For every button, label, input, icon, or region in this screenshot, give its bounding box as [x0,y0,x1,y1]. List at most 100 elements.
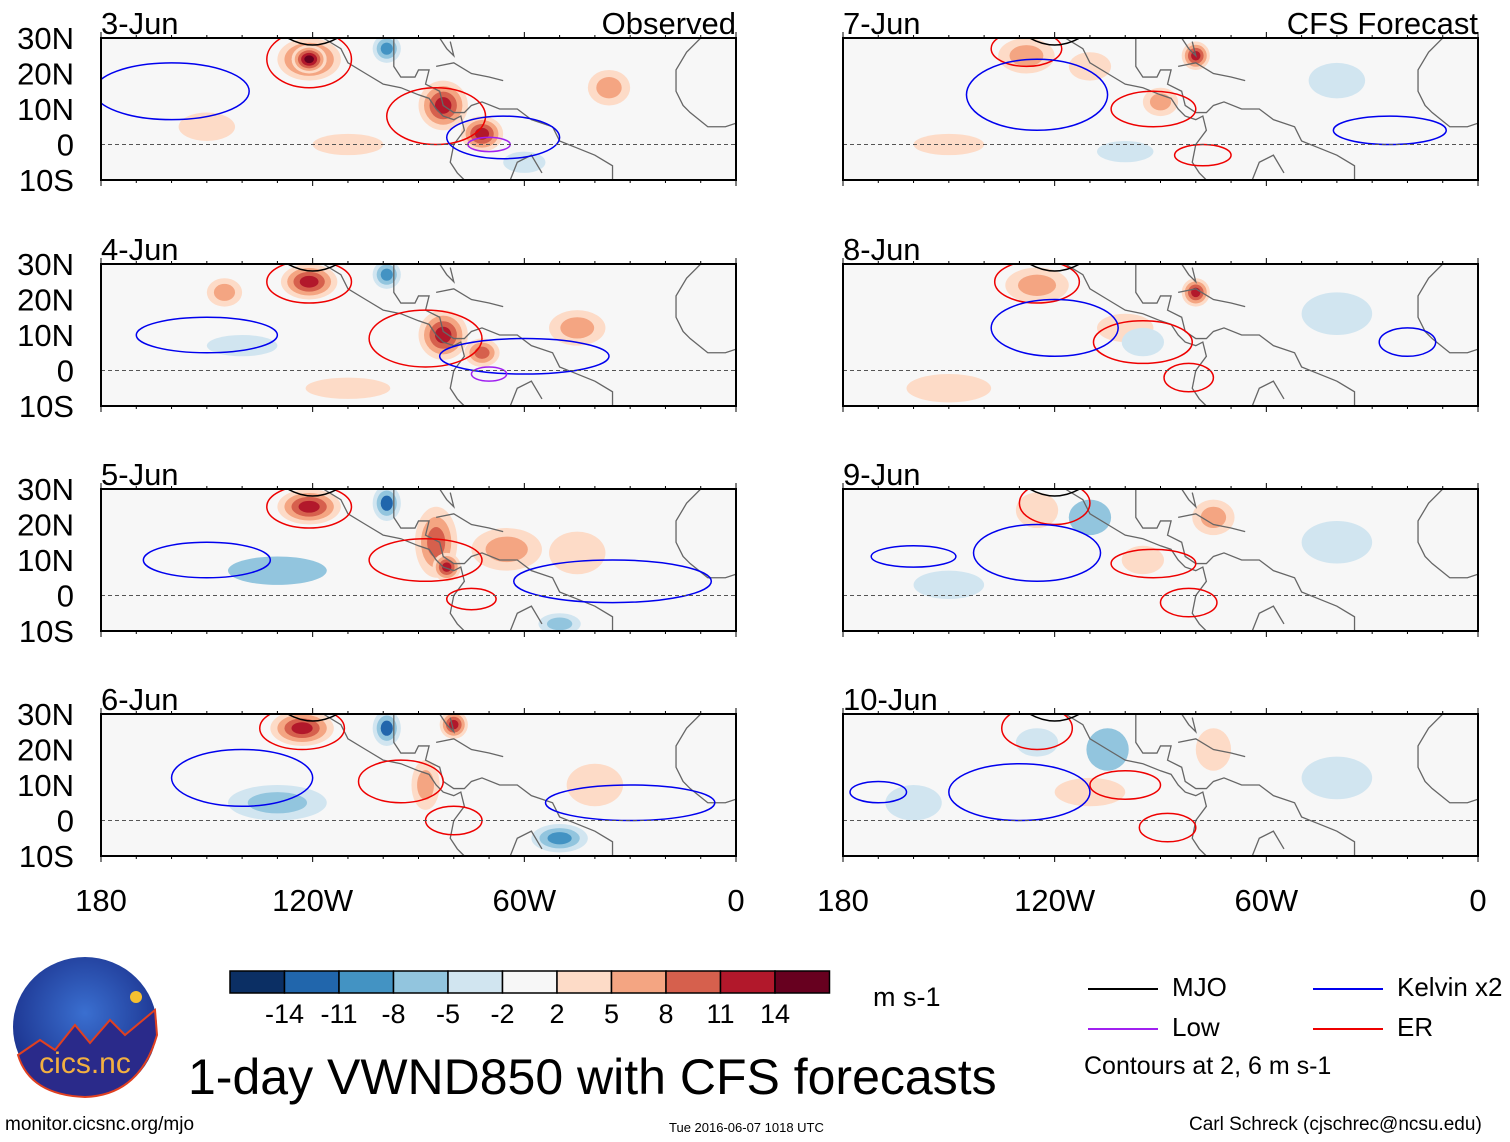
map-area [843,38,1478,180]
lat-tick-label: 0 [57,804,74,839]
coastline [675,264,736,354]
contour-er [993,264,1081,304]
legend-line-low [1088,1028,1158,1030]
contour-er [1163,362,1215,393]
wind-anomaly-blob [913,570,985,600]
contour-kelvin [965,58,1109,132]
lat-tick-label: 30N [17,21,74,56]
contour-er [1018,489,1091,526]
contour-kelvin [445,115,561,160]
colorbar-label: -14 [265,999,304,1028]
contour-mjo [287,264,339,272]
map-background [101,264,736,406]
contour-kelvin [972,523,1102,583]
legend-label: MJO [1172,972,1227,1002]
coastline [1251,154,1285,180]
wind-anomaly-blob [1015,492,1059,529]
wind-anomaly-blob [1200,506,1227,529]
coastline [1064,264,1208,406]
wind-anomaly-blob [178,112,236,141]
lat-tick-label: 0 [57,128,74,163]
map-background [101,38,736,180]
lat-tick-label: 10S [19,389,74,424]
wind-anomaly-blob [566,763,624,807]
wind-anomaly-blob [380,268,393,281]
contour-mjo [287,489,339,497]
lon-tick-label: 60W [1234,883,1298,918]
units-label: m s-1 [873,982,941,1012]
coastline [1064,38,1208,180]
contour-er [266,38,353,89]
coastline [675,714,736,804]
coastline [1160,264,1197,284]
colorbar-label: -8 [381,999,405,1028]
coastline [418,264,455,284]
wind-anomaly-blob [299,275,319,288]
colorbar-swatch [283,970,340,994]
contour-er [266,489,353,529]
contour-kelvin [1378,327,1437,358]
panel-date: 3-Jun [101,6,179,41]
contour-mjo [1029,489,1081,497]
coastline [1160,714,1197,734]
lon-tick-label: 180 [817,883,869,918]
lat-tick-label: 10N [17,92,74,127]
coastline [1417,489,1478,579]
coastline [1417,38,1478,128]
wind-anomaly-blob [560,317,595,339]
contour-note: Contours at 2, 6 m s-1 [1084,1052,1332,1080]
panel-date: 10-Jun [843,682,938,717]
wind-anomaly-blob [1308,62,1366,99]
wind-anomaly-blob [549,531,606,575]
coastline [393,714,614,856]
coastline [322,264,466,406]
coastline [675,38,736,128]
colorbar-swatch [447,970,504,994]
coastline [418,38,455,58]
timestamp: Tue 2016-06-07 1018 UTC [669,1120,824,1135]
wind-anomaly-blob [1068,52,1112,81]
legend-line-mjo [1088,988,1158,990]
contour-er [357,759,444,804]
panel-10-Jun: 10-Jun 180 120W 60W 0 [817,682,1486,918]
contour-kelvin [870,545,957,568]
wind-anomaly-blob [546,617,573,631]
contour-er [990,38,1063,68]
wind-anomaly-blob [298,500,320,513]
wind-anomaly-blob [380,720,393,736]
wind-anomaly-blob [474,346,490,359]
lon-tick-label: 0 [1469,883,1486,918]
wind-anomaly-blob [1301,756,1373,800]
coastline [1135,38,1356,180]
map-area [843,264,1478,406]
lat-tick-label: 20N [17,508,74,543]
panel-8-Jun: 8-Jun [842,232,1479,412]
contour-er [386,86,487,146]
panel-7-Jun: 7-Jun CFS Forecast [842,6,1479,186]
contour-mjo [287,38,339,46]
contour-er [1001,714,1074,751]
coastline [322,714,466,856]
cics-logo: cics.nc [13,957,159,1099]
contour-er [1092,320,1193,365]
wind-anomaly-blob [434,326,452,344]
chart-title: 1-day VWND850 with CFS forecasts [188,1049,997,1105]
lat-tick-label: 0 [57,579,74,614]
wind-anomaly-blob [1149,93,1172,111]
observed-label: Observed [602,6,736,41]
coastline [1160,38,1197,58]
legend-label: Kelvin x2 [1397,972,1503,1002]
coastline [509,154,543,180]
contour-er [1110,548,1197,579]
lon-tick-label: 180 [75,883,127,918]
colorbar-swatch [665,970,722,994]
wind-anomaly-blob [1009,45,1044,67]
coastline [436,62,504,82]
author-credit: Carl Schreck (cjschrec@ncsu.edu) [1189,1114,1482,1135]
contour-kelvin [135,316,279,354]
contour-er [1159,587,1218,618]
lat-tick-label: 10S [19,614,74,649]
lat-tick-label: 10S [19,163,74,198]
